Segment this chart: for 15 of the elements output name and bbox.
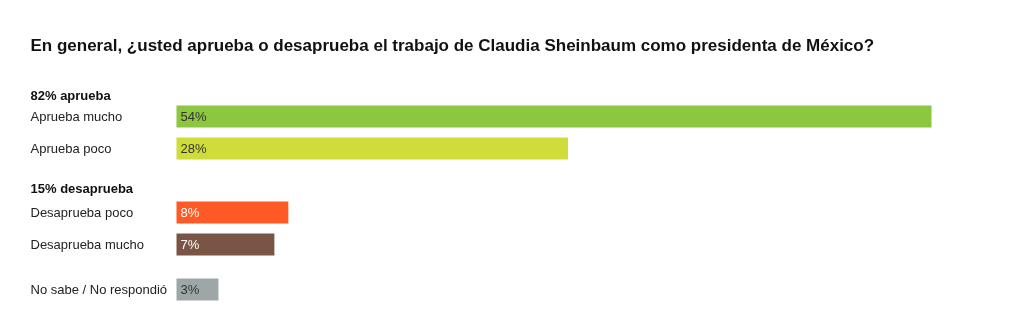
data-label: 7% xyxy=(180,237,200,252)
data-label: 8% xyxy=(180,205,200,220)
data-label: 28% xyxy=(180,141,207,156)
y-tick-label: Desaprueba poco xyxy=(30,205,134,220)
text: 82% aprueba xyxy=(30,88,112,103)
data-label: 3% xyxy=(180,282,200,297)
text: 15% desaprueba xyxy=(30,181,134,196)
y-tick-label: Aprueba mucho xyxy=(30,109,123,124)
y-tick-label: Desaprueba mucho xyxy=(30,237,144,252)
bar xyxy=(176,105,932,128)
bar xyxy=(176,233,275,256)
chart-title: En general, ¿usted aprueba o desaprueba el trabajo de Claudia Sheinbaum como presidenta de México? xyxy=(30,36,875,55)
data-label: 54% xyxy=(180,109,207,124)
y-tick-label: No sabe / No respondió xyxy=(30,282,168,297)
y-tick-label: Aprueba poco xyxy=(30,141,112,156)
